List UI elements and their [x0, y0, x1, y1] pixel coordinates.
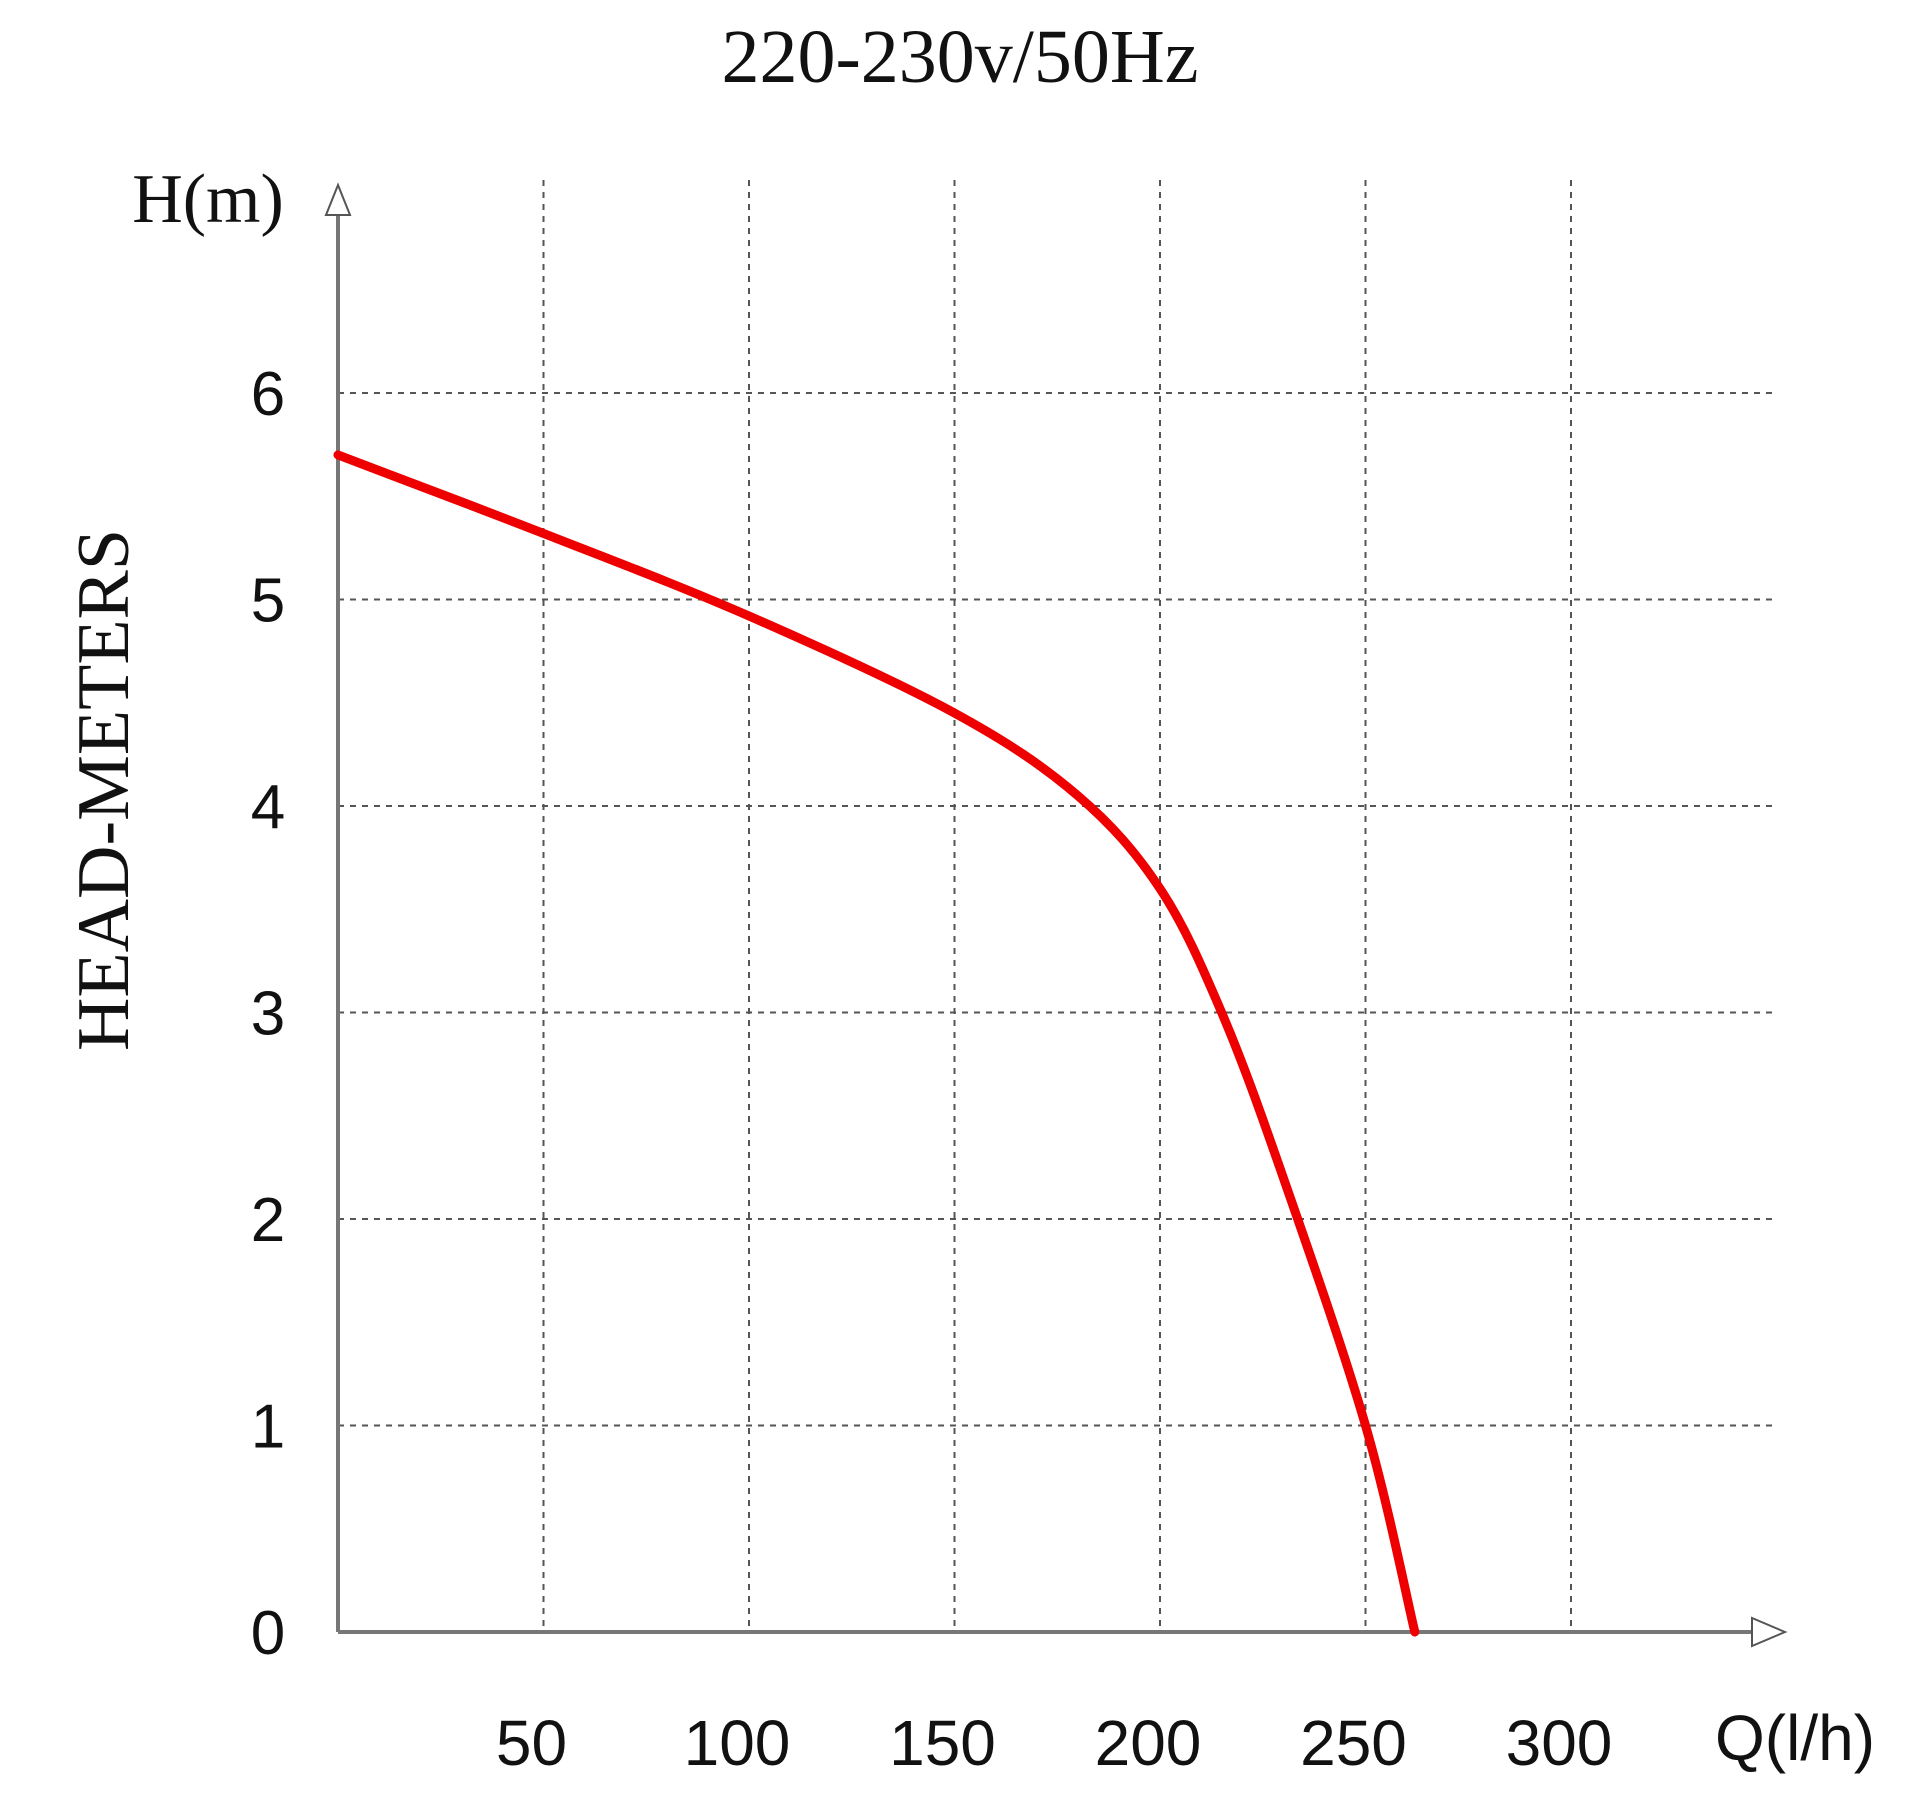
x-tick-label: 250	[1300, 1707, 1407, 1779]
y-axis-label: HEAD-METERS	[63, 529, 145, 1051]
y-tick-label: 2	[251, 1186, 285, 1255]
y-tick-label: 5	[251, 567, 285, 636]
x-tick-labels: 50 100 150 200 250 300	[496, 1707, 1612, 1779]
y-axis-arrow-icon	[324, 182, 352, 216]
x-tick-label: 150	[889, 1707, 996, 1779]
x-tick-label: 200	[1095, 1707, 1202, 1779]
grid	[338, 180, 1778, 1632]
y-tick-label: 3	[251, 980, 285, 1049]
x-tick-label: 300	[1506, 1707, 1613, 1779]
y-tick-labels: 0 1 2 3 4 5 6	[251, 360, 285, 1668]
series-layer	[333, 450, 1420, 1637]
y-tick-label: 6	[251, 360, 285, 429]
y-tick-label: 1	[251, 1393, 285, 1462]
x-tick-label: 50	[496, 1707, 567, 1779]
chart-title: 220-230v/50Hz	[721, 15, 1198, 99]
x-axis-unit-label: Q(l/h)	[1715, 1702, 1875, 1774]
x-axis-arrow-icon	[1751, 1616, 1788, 1648]
y-tick-label: 0	[251, 1599, 285, 1668]
series-line	[333, 450, 1420, 1637]
axes	[324, 182, 1788, 1648]
y-tick-label: 4	[251, 773, 285, 842]
x-tick-label: 100	[684, 1707, 791, 1779]
y-axis-unit-label: H(m)	[132, 161, 284, 238]
